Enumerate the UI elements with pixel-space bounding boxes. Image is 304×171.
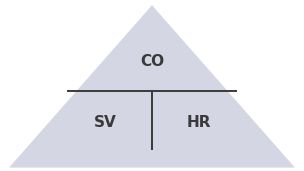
Text: HR: HR: [187, 115, 211, 130]
Text: SV: SV: [94, 115, 116, 130]
Polygon shape: [9, 5, 295, 168]
Text: CO: CO: [140, 54, 164, 69]
